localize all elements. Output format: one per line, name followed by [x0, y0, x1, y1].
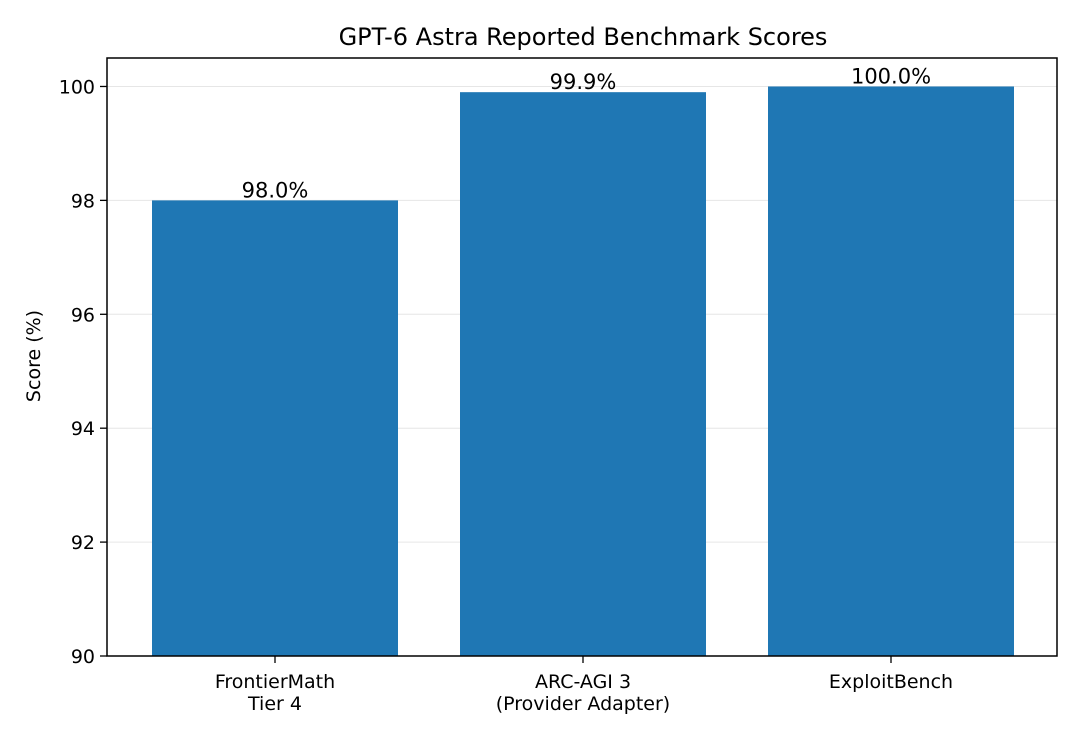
- x-axis-ticks: FrontierMath Tier 4 ARC-AGI 3 (Provider Ada…: [215, 656, 953, 715]
- plot-area-frame: [106, 57, 1058, 657]
- y-axis-ticks: 90 92 94 96 98 100: [59, 76, 107, 668]
- y-tick-label: 94: [71, 418, 95, 440]
- bar-value-labels: 98.0% 99.9% 100.0%: [242, 64, 931, 202]
- x-tick-label: FrontierMath Tier 4: [215, 671, 335, 715]
- bar: [152, 200, 398, 656]
- bar-value-label: 99.9%: [550, 70, 617, 94]
- x-tick-label-line: ExploitBench: [829, 671, 953, 693]
- bars: [152, 86, 1014, 656]
- x-tick-label-line: ARC-AGI 3: [535, 671, 631, 693]
- x-tick-label-line: Tier 4: [247, 693, 302, 715]
- bar-value-label: 100.0%: [851, 64, 931, 88]
- chart-title: GPT-6 Astra Reported Benchmark Scores: [339, 23, 828, 51]
- x-tick-label: ExploitBench: [829, 671, 953, 693]
- y-tick-label: 92: [71, 532, 95, 554]
- x-tick-label-line: (Provider Adapter): [496, 693, 670, 715]
- y-axis-label: Score (%): [23, 310, 45, 402]
- x-tick-label: ARC-AGI 3 (Provider Adapter): [496, 671, 670, 715]
- y-tick-label: 100: [59, 76, 95, 98]
- x-tick-label-line: FrontierMath: [215, 671, 335, 693]
- y-tick-label: 96: [71, 304, 95, 326]
- bar: [460, 92, 706, 656]
- bar: [768, 86, 1014, 656]
- y-tick-label: 90: [71, 646, 95, 668]
- bar-value-label: 98.0%: [242, 178, 309, 202]
- y-tick-label: 98: [71, 190, 95, 212]
